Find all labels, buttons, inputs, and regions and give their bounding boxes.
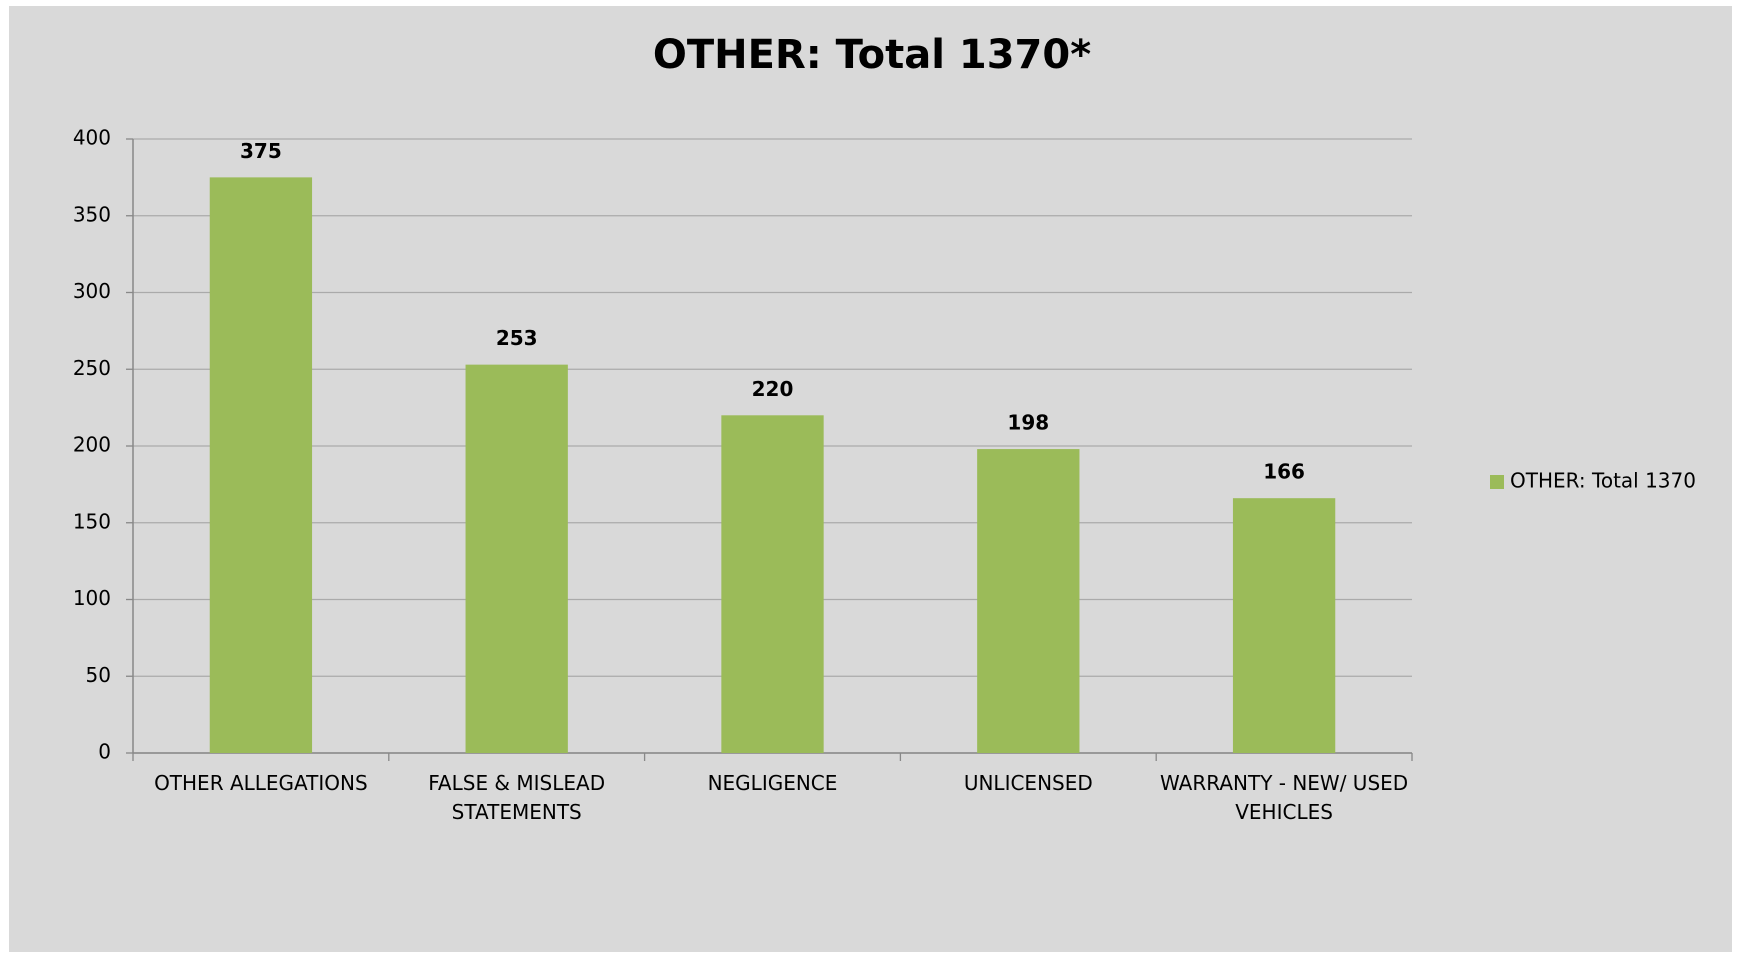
x-tick-label: NEGLIGENCE (707, 771, 838, 795)
x-tick-label: WARRANTY - NEW/ USED VEHICLES (1159, 771, 1409, 824)
bar (1232, 498, 1336, 753)
bar (465, 364, 568, 753)
bar (977, 449, 1080, 753)
y-tick-label: 50 (86, 663, 111, 687)
y-tick-label: 100 (73, 586, 111, 610)
data-label: 220 (752, 377, 794, 401)
x-tick-label: UNLICENSED (963, 771, 1093, 795)
legend-label: OTHER: Total 1370 (1510, 469, 1696, 493)
chart-title: OTHER: Total 1370* (653, 32, 1091, 78)
y-tick-label: 350 (73, 202, 111, 226)
bar (721, 415, 824, 753)
y-tick-label: 150 (73, 509, 111, 533)
data-label: 375 (240, 139, 282, 163)
y-tick-label: 300 (73, 279, 111, 303)
data-label: 166 (1263, 460, 1305, 484)
y-tick-label: 400 (73, 126, 111, 150)
y-tick-label: 200 (73, 433, 111, 457)
x-tick-label: OTHER ALLEGATIONS (154, 771, 368, 795)
data-label: 198 (1007, 411, 1049, 435)
bar (209, 177, 313, 753)
x-tick-label: FALSE & MISLEAD STATEMENTS (428, 771, 606, 824)
y-tick-label: 0 (98, 740, 111, 764)
y-tick-label: 250 (73, 356, 111, 380)
data-label: 253 (496, 326, 538, 350)
legend-swatch (1490, 475, 1504, 489)
